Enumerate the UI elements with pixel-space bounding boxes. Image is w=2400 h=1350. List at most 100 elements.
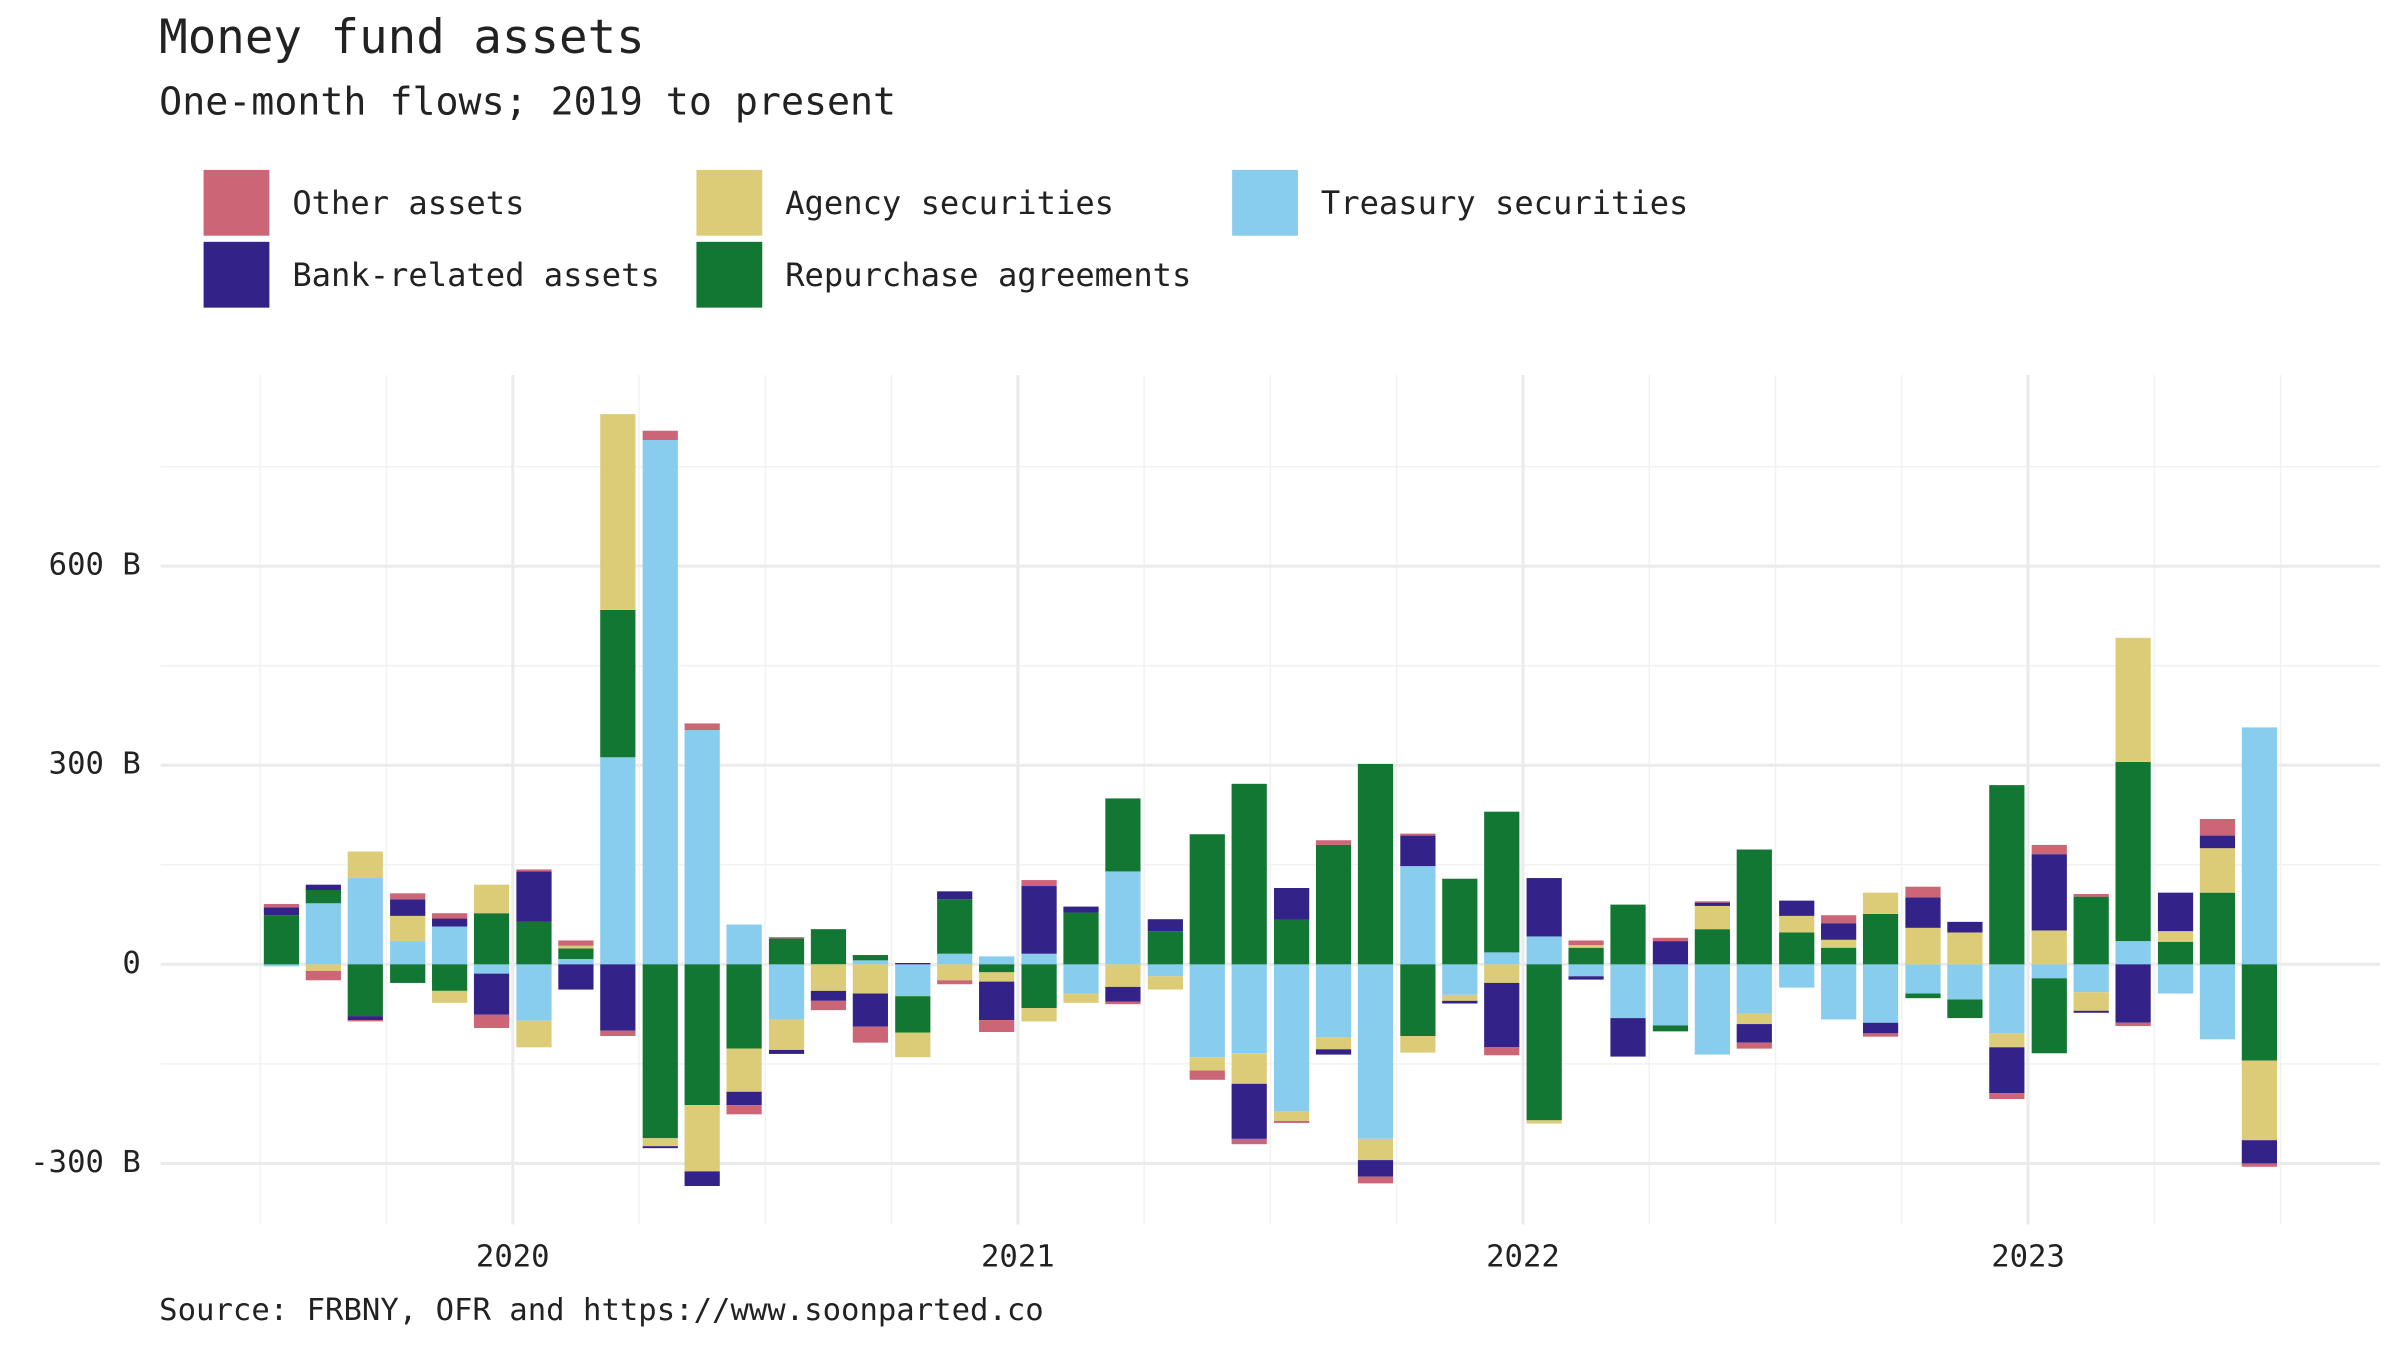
bar — [1989, 1093, 2025, 1100]
legend-label: Agency securities — [785, 184, 1114, 222]
bar — [558, 964, 594, 990]
bar — [558, 948, 594, 960]
bar — [1315, 1037, 1352, 1050]
legend-swatch — [696, 241, 763, 308]
chart-title: Money fund assets — [159, 10, 645, 65]
bar — [1947, 964, 1983, 1000]
bar — [726, 1048, 762, 1092]
bar — [2073, 1010, 2109, 1013]
bar — [1315, 964, 1352, 1038]
bar — [1989, 1047, 2025, 1094]
legend-swatch — [696, 169, 763, 236]
bar — [473, 913, 510, 965]
bar — [1610, 904, 1646, 965]
bar — [684, 1105, 720, 1172]
bar — [1905, 897, 1941, 928]
bar — [2157, 931, 2194, 942]
bar — [2115, 941, 2151, 965]
bar — [1694, 901, 1730, 903]
bar — [516, 869, 552, 872]
bar — [600, 964, 636, 1031]
bar — [1231, 1053, 1267, 1084]
bar — [810, 990, 847, 1001]
bar — [390, 915, 426, 942]
bar — [2157, 964, 2194, 994]
bar — [1105, 964, 1141, 987]
bar — [2199, 892, 2236, 965]
bar — [937, 953, 973, 965]
bar — [642, 1146, 678, 1149]
bar — [516, 871, 552, 922]
bar — [2115, 964, 2151, 1023]
bar — [390, 964, 426, 983]
bar — [516, 964, 552, 1021]
bar — [2115, 761, 2151, 942]
bar — [1736, 1024, 1772, 1043]
bar — [263, 915, 300, 965]
bar — [2199, 818, 2236, 836]
bar — [305, 890, 341, 904]
bar — [1147, 919, 1183, 932]
bar — [2073, 893, 2109, 897]
bar — [2031, 978, 2067, 1054]
bar — [1526, 878, 1562, 937]
bar — [1105, 798, 1141, 872]
bar — [768, 938, 805, 965]
bar — [1989, 785, 2025, 965]
bar — [1862, 1022, 1899, 1034]
bar — [600, 414, 636, 610]
x-tick-label: 2021 — [981, 1240, 1055, 1275]
bar — [305, 970, 341, 981]
bar — [1400, 964, 1436, 1037]
bar — [1736, 1042, 1772, 1049]
bar — [1989, 1033, 2025, 1048]
bar — [1484, 982, 1520, 1048]
bar — [600, 757, 636, 965]
bar — [347, 1016, 383, 1021]
bar — [895, 1032, 931, 1058]
bar — [1442, 964, 1478, 995]
bar — [558, 940, 594, 946]
y-tick-label: 0 — [122, 946, 140, 981]
bar — [1357, 1160, 1394, 1177]
bar — [1021, 1008, 1057, 1022]
bar — [684, 723, 720, 731]
bar — [347, 851, 383, 879]
bar — [2241, 1140, 2277, 1164]
bar — [684, 964, 720, 1106]
bar — [1315, 1049, 1352, 1055]
bar — [1862, 892, 1899, 914]
bar — [937, 980, 973, 985]
bar — [305, 903, 341, 965]
bar — [432, 990, 468, 1003]
bar — [1484, 811, 1520, 953]
bar — [937, 964, 973, 981]
bar — [1147, 964, 1183, 977]
bar — [726, 1091, 762, 1106]
bar — [1105, 986, 1141, 1002]
bar — [1063, 993, 1099, 1003]
bar — [1021, 953, 1057, 965]
bar — [432, 918, 468, 927]
bar — [1231, 1138, 1267, 1145]
bar — [1610, 1018, 1646, 1057]
bar — [347, 964, 383, 1017]
bar — [1652, 941, 1689, 965]
bar — [979, 1020, 1015, 1033]
bar — [1947, 932, 1983, 965]
bar — [263, 907, 300, 916]
bar — [1610, 964, 1646, 1019]
bar — [1105, 1001, 1141, 1005]
bar — [1862, 964, 1899, 1023]
caption: Source: FRBNY, OFR and https://www.soonp… — [159, 1293, 1044, 1328]
bar — [2031, 964, 2067, 979]
bar — [473, 973, 510, 1015]
y-tick-label: 600 B — [49, 548, 141, 583]
bar — [473, 964, 510, 974]
bar — [1821, 923, 1857, 940]
bar — [390, 893, 426, 900]
bar — [1231, 783, 1267, 965]
bar — [432, 926, 468, 965]
bar — [600, 1030, 636, 1037]
bar — [347, 878, 383, 965]
